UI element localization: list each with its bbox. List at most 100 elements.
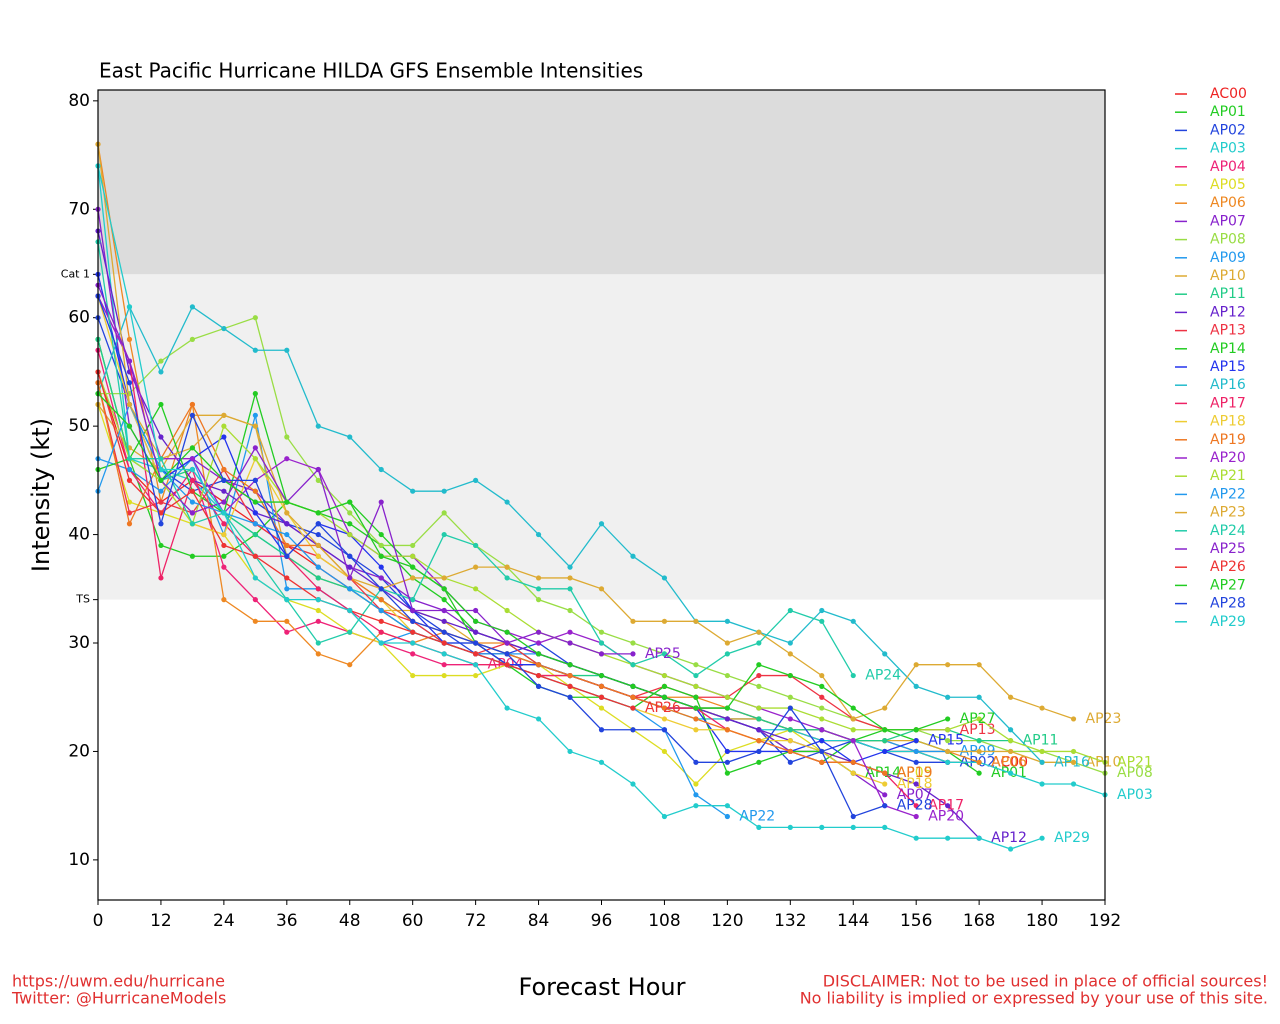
series-point xyxy=(913,662,919,668)
series-point xyxy=(598,629,605,635)
series-point xyxy=(693,683,699,689)
series-point xyxy=(315,575,321,581)
series-point xyxy=(284,553,290,559)
series-point xyxy=(787,694,793,700)
series-point xyxy=(535,575,542,581)
series-end-label: AP20 xyxy=(928,809,964,825)
series-point xyxy=(410,542,416,549)
legend-label: AP23 xyxy=(1210,505,1246,521)
series-point xyxy=(882,705,888,711)
series-point xyxy=(158,434,164,440)
series-point xyxy=(598,727,605,733)
series-point xyxy=(158,401,164,408)
series-point xyxy=(221,477,227,483)
y-tick-label: Cat 1 xyxy=(61,267,90,280)
series-point xyxy=(630,694,636,700)
series-point xyxy=(221,434,227,440)
series-point xyxy=(850,672,856,679)
series-point xyxy=(1007,748,1014,755)
series-point xyxy=(756,738,762,744)
series-end-label: AC00 xyxy=(991,754,1028,770)
series-point xyxy=(252,597,258,603)
series-point xyxy=(473,477,479,483)
series-point xyxy=(756,716,762,722)
legend-label: AP09 xyxy=(1210,250,1246,266)
series-point xyxy=(661,694,668,700)
series-point xyxy=(882,651,888,657)
series-point xyxy=(378,531,384,538)
series-point xyxy=(913,759,919,765)
series-point xyxy=(850,738,856,744)
series-point xyxy=(126,380,133,386)
series-point xyxy=(787,748,793,755)
series-point xyxy=(221,325,227,332)
y-tick-label: 40 xyxy=(68,525,90,545)
series-point xyxy=(976,759,982,765)
series-point xyxy=(882,727,888,733)
series-point xyxy=(284,531,290,538)
series-point xyxy=(221,412,227,418)
y-tick-label: 50 xyxy=(68,416,90,436)
series-point xyxy=(158,575,164,581)
series-point xyxy=(252,488,258,494)
series-point xyxy=(315,597,321,603)
series-point xyxy=(126,521,133,527)
series-point xyxy=(221,597,227,603)
legend-label: AP17 xyxy=(1210,395,1246,411)
series-point xyxy=(315,651,321,657)
series-point xyxy=(347,662,353,668)
series-point xyxy=(473,542,479,549)
series-point xyxy=(284,575,290,581)
series-point xyxy=(284,434,290,440)
series-point xyxy=(567,683,573,689)
series-point xyxy=(1039,781,1045,787)
series-end-label: AP28 xyxy=(897,798,933,814)
series-line xyxy=(97,371,634,709)
series-point xyxy=(661,705,668,711)
series-point xyxy=(378,607,384,614)
series-point xyxy=(693,672,699,679)
legend-label: AP13 xyxy=(1210,323,1246,339)
legend-label: AP12 xyxy=(1210,304,1246,320)
series-point xyxy=(756,629,762,635)
series-point xyxy=(441,672,447,679)
series-end-label: AP16 xyxy=(1054,754,1090,770)
x-tick-label: 0 xyxy=(93,911,104,931)
legend-label: AP22 xyxy=(1210,486,1246,502)
series-point xyxy=(661,813,668,820)
series-point xyxy=(252,618,258,624)
series-point xyxy=(221,499,227,505)
series-point xyxy=(787,716,793,722)
series-point xyxy=(252,347,258,353)
x-tick-label: 12 xyxy=(150,911,172,931)
series-point xyxy=(252,456,258,462)
series-point xyxy=(1007,846,1014,852)
series-end-label: AP22 xyxy=(739,809,775,825)
series-point xyxy=(1039,748,1045,755)
x-tick-label: 108 xyxy=(648,911,680,931)
y-tick-label: 30 xyxy=(68,633,90,653)
series-end-label: AP29 xyxy=(1054,830,1090,846)
series-point xyxy=(598,651,605,657)
y-tick-label: 70 xyxy=(68,199,90,219)
series-point xyxy=(724,727,730,733)
series-point xyxy=(221,488,227,494)
series-point xyxy=(189,488,196,494)
series-point xyxy=(819,738,825,744)
legend-label: AP24 xyxy=(1210,523,1246,539)
series-point xyxy=(567,748,573,755)
series-point xyxy=(1007,738,1014,744)
series-point xyxy=(347,510,353,516)
series-point xyxy=(221,423,227,429)
series-point xyxy=(158,521,164,527)
series-point xyxy=(284,597,290,603)
series-point xyxy=(378,586,384,592)
legend-label: AP29 xyxy=(1210,614,1246,630)
series-point xyxy=(598,640,605,646)
series-point xyxy=(976,694,982,700)
series-point xyxy=(976,738,982,744)
series-point xyxy=(945,716,951,722)
series-point xyxy=(504,640,510,646)
series-point xyxy=(756,683,762,689)
series-point xyxy=(189,499,196,505)
